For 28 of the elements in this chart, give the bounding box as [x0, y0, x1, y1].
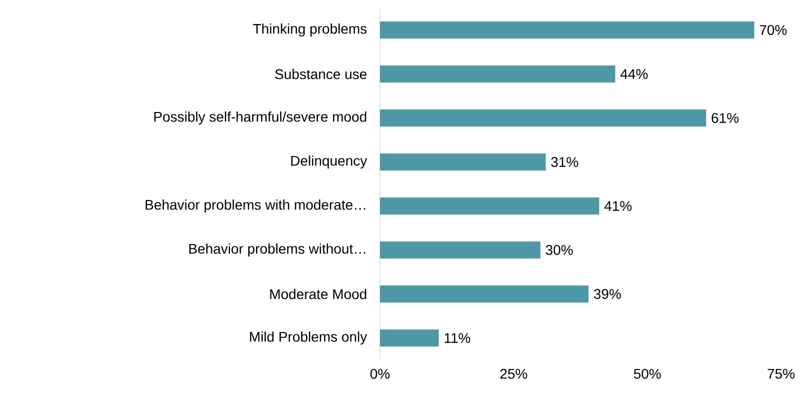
y-tick-label: Mild Problems only: [250, 331, 368, 345]
y-tick-label: Behavior problems without…: [189, 243, 366, 257]
bar: [380, 154, 546, 171]
x-tick-label: 0%: [370, 368, 390, 379]
bar: [380, 66, 616, 83]
y-tick-label: Possibly self-harmful/severe mood: [154, 111, 366, 125]
data-label: 31%: [551, 157, 578, 167]
y-tick-label: Behavior problems with moderate…: [146, 199, 366, 213]
x-tick-label: 25%: [500, 368, 528, 379]
data-label: 41%: [604, 201, 632, 211]
data-label: 30%: [546, 245, 573, 255]
y-tick-label: Substance use: [275, 68, 366, 80]
x-tick-label: 50%: [634, 368, 661, 379]
x-tick-label: 75%: [768, 368, 795, 379]
data-label: 70%: [760, 25, 787, 35]
data-label: 39%: [594, 289, 621, 299]
data-label: 44%: [620, 69, 648, 79]
data-label: 11%: [444, 333, 470, 343]
bar: [380, 330, 439, 347]
bar: [380, 286, 589, 303]
bar: [380, 22, 754, 39]
y-tick-label: Moderate Mood: [270, 288, 366, 300]
y-tick-label: Delinquency: [291, 155, 368, 169]
bar: [380, 198, 600, 215]
bar: [380, 242, 540, 259]
data-label: 61%: [712, 113, 739, 123]
bar: [380, 110, 706, 127]
y-tick-label: Thinking problems: [253, 23, 367, 37]
